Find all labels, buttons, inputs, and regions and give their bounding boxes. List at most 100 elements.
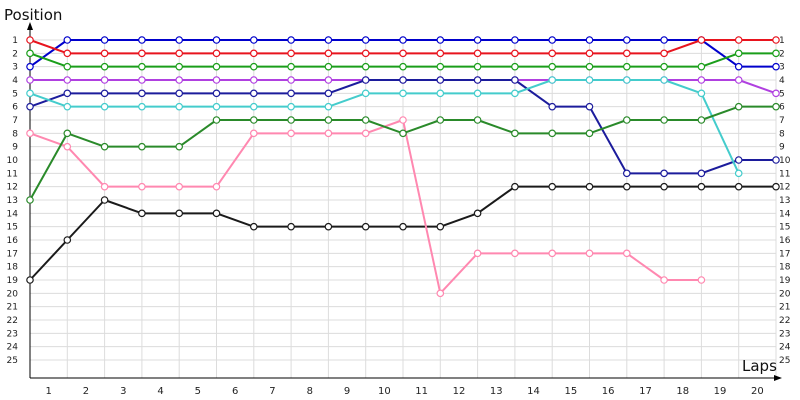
y-tick-label: 17: [7, 249, 18, 259]
y-tick-label: 16: [779, 236, 791, 246]
data-point: [436, 222, 445, 231]
data-point: [250, 62, 258, 71]
data-point: [63, 49, 72, 58]
data-point: [250, 116, 258, 124]
data-point: [26, 49, 34, 58]
x-tick-label: 8: [307, 386, 313, 397]
data-point: [473, 89, 482, 98]
data-point: [361, 62, 370, 71]
y-tick-label: 2: [12, 49, 18, 59]
data-point: [548, 62, 557, 71]
data-point: [585, 62, 594, 71]
y-tick-label: 24: [7, 343, 19, 353]
data-point: [361, 89, 370, 98]
data-point: [734, 76, 743, 84]
y-tick-label: 9: [779, 143, 785, 153]
data-point: [26, 89, 34, 98]
data-point: [63, 89, 72, 98]
data-point: [138, 49, 146, 58]
y-axis-arrow: [27, 22, 33, 30]
y-tick-label: 14: [779, 209, 791, 219]
data-point: [734, 156, 743, 164]
data-point: [772, 62, 780, 71]
y-tick-label: 25: [7, 356, 18, 366]
data-point: [660, 76, 668, 84]
x-tick-label: 19: [714, 386, 727, 397]
data-point: [622, 49, 631, 58]
x-tick-label: 17: [639, 386, 652, 397]
data-point: [697, 276, 706, 284]
y-tick-label: 12: [779, 183, 790, 193]
data-point: [697, 116, 706, 124]
y-tick-label: 9: [12, 143, 18, 153]
data-point: [361, 49, 370, 58]
data-point: [138, 89, 146, 98]
data-point: [138, 182, 146, 191]
data-point: [660, 36, 668, 44]
data-point: [399, 36, 407, 44]
data-point: [473, 249, 482, 258]
data-point: [399, 49, 407, 58]
y-tick-label: 8: [779, 129, 785, 139]
data-point: [138, 62, 146, 71]
data-point: [324, 36, 333, 44]
data-point: [287, 102, 295, 111]
y-tick-label: 5: [12, 89, 18, 99]
data-point: [324, 89, 333, 98]
data-point: [175, 209, 184, 218]
x-tick-label: 10: [378, 386, 391, 397]
data-point: [63, 236, 72, 244]
y-tick-label: 8: [12, 129, 18, 139]
y-tick-label: 14: [7, 209, 19, 219]
data-point: [697, 182, 706, 191]
y-tick-label: 3: [12, 63, 18, 73]
x-tick-label: 11: [415, 386, 428, 397]
data-point: [436, 62, 445, 71]
data-point: [100, 182, 109, 191]
data-point: [175, 36, 184, 44]
data-point: [697, 169, 706, 178]
data-point: [250, 49, 258, 58]
data-point: [772, 49, 780, 58]
data-point: [622, 36, 631, 44]
series-9: [26, 102, 780, 204]
y-tick-label: 24: [779, 343, 791, 353]
data-point: [660, 116, 668, 124]
data-point: [361, 129, 370, 138]
y-tick-label: 22: [7, 316, 18, 326]
y-tick-label: 23: [779, 329, 790, 339]
data-point: [287, 89, 295, 98]
y-tick-label: 19: [779, 276, 791, 286]
data-point: [660, 62, 668, 71]
data-point: [250, 102, 258, 111]
data-point: [138, 102, 146, 111]
data-point: [26, 36, 34, 44]
data-point: [436, 49, 445, 58]
x-tick-label: 12: [453, 386, 466, 397]
data-point: [26, 76, 34, 84]
data-point: [324, 102, 333, 111]
data-point: [63, 62, 72, 71]
data-point: [511, 62, 519, 71]
data-point: [585, 102, 594, 111]
y-tick-label: 3: [779, 63, 785, 73]
data-point: [100, 49, 109, 58]
data-point: [548, 249, 557, 258]
y-tick-label: 15: [779, 223, 790, 233]
data-point: [100, 102, 109, 111]
y-tick-label: 13: [779, 196, 790, 206]
y-axis-title: Position: [4, 6, 62, 24]
data-point: [436, 116, 445, 124]
y-tick-label: 20: [7, 289, 19, 299]
series-5: [26, 76, 780, 178]
data-point: [361, 36, 370, 44]
data-point: [772, 102, 780, 111]
x-axis-arrow: [774, 375, 782, 381]
data-point: [175, 142, 184, 151]
data-point: [324, 129, 333, 138]
data-point: [324, 116, 333, 124]
data-point: [26, 276, 34, 284]
data-point: [511, 129, 519, 138]
data-point: [63, 76, 72, 84]
series-lines: [26, 36, 780, 298]
